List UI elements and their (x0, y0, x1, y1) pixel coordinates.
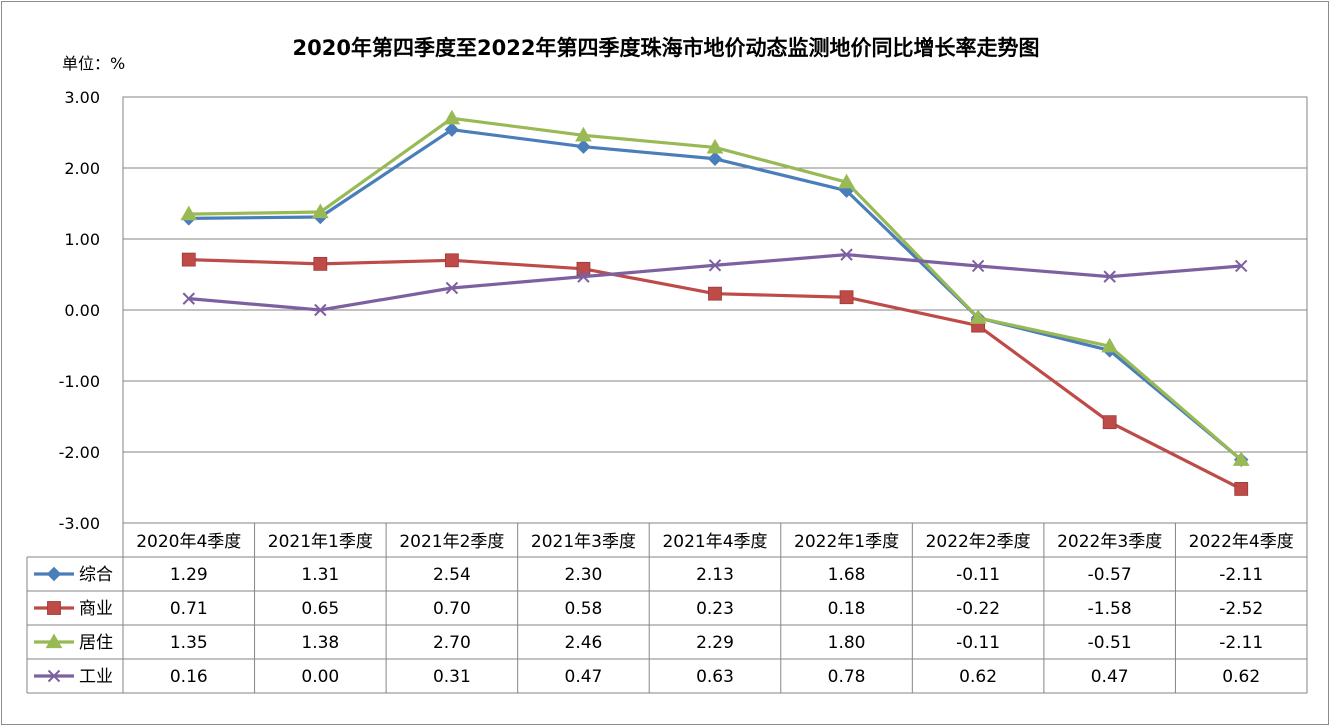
table-value: -0.22 (956, 599, 1000, 619)
data-point-居住 (969, 309, 987, 324)
table-value: 0.18 (828, 599, 866, 619)
table-value: 1.29 (170, 565, 208, 585)
data-point-居住 (1232, 451, 1250, 466)
table-value: 0.00 (301, 667, 339, 687)
table-value: 0.23 (696, 599, 734, 619)
data-point-商业 (1234, 482, 1249, 496)
table-value: 2.30 (565, 565, 603, 585)
data-point-商业 (313, 256, 328, 271)
table-value: 1.31 (301, 565, 339, 585)
table-value: -2.52 (1219, 599, 1263, 619)
x-category-label: 2021年4季度 (662, 532, 767, 552)
table-value: -0.11 (956, 633, 1000, 653)
table-value: 2.29 (696, 633, 734, 653)
y-tick-label: -1.00 (59, 372, 100, 391)
chart-title: 2020年第四季度至2022年第四季度珠海市地价动态监测地价同比增长率走势图 (292, 36, 1040, 60)
table-value: 0.31 (433, 667, 471, 687)
data-point-居住 (838, 173, 855, 189)
y-tick-label: -3.00 (59, 514, 100, 533)
table-value: 0.78 (828, 667, 866, 687)
legend-label-综合: 综合 (79, 565, 113, 585)
data-point-商业 (181, 252, 196, 267)
x-category-label: 2022年4季度 (1189, 532, 1294, 552)
table-value: 0.62 (959, 667, 997, 687)
y-tick-label: 3.00 (64, 88, 100, 107)
data-point-工业 (314, 303, 327, 317)
table-value: 2.13 (696, 565, 734, 585)
data-point-综合 (576, 139, 591, 154)
table-value: 1.38 (301, 633, 339, 653)
table-value: 0.47 (1091, 667, 1129, 687)
table-value: -0.51 (1088, 633, 1132, 653)
table-value: 1.35 (170, 633, 208, 653)
table-value: 0.70 (433, 599, 471, 619)
data-point-工业 (1103, 270, 1116, 283)
table-value: 2.54 (433, 565, 471, 585)
data-point-商业 (1102, 415, 1117, 430)
table-value: 0.65 (301, 599, 339, 619)
data-point-商业 (839, 290, 854, 305)
legend-label-商业: 商业 (79, 599, 113, 619)
data-point-居住 (706, 138, 724, 154)
data-point-居住 (1101, 337, 1119, 353)
data-point-工业 (182, 292, 195, 305)
data-point-工业 (971, 259, 985, 273)
y-tick-label: -2.00 (59, 443, 100, 462)
x-category-label: 2021年3季度 (531, 532, 636, 552)
legend-label-工业: 工业 (79, 667, 113, 687)
table-value: 0.16 (170, 667, 208, 687)
x-category-label: 2021年2季度 (399, 532, 504, 552)
table-value: 2.70 (433, 633, 471, 653)
table-value: 2.46 (565, 633, 603, 653)
data-point-综合 (444, 122, 460, 137)
data-point-居住 (443, 109, 461, 125)
x-category-label: 2022年1季度 (794, 532, 899, 552)
table-value: 0.71 (170, 599, 208, 619)
data-point-工业 (577, 270, 590, 283)
y-tick-label: 2.00 (64, 159, 100, 178)
data-point-商业 (444, 253, 459, 268)
unit-label: 单位：% (62, 54, 126, 73)
table-value: -0.57 (1088, 565, 1132, 585)
data-point-居住 (575, 126, 592, 142)
x-category-label: 2021年1季度 (268, 532, 373, 552)
table-value: -1.58 (1088, 599, 1132, 619)
legend-marker-工业 (47, 669, 61, 683)
table-value: 0.47 (565, 667, 603, 687)
x-category-label: 2020年4季度 (136, 532, 241, 552)
legend-marker-居住 (45, 633, 63, 649)
table-value: 1.80 (828, 633, 866, 653)
table-value: 1.68 (828, 565, 866, 585)
data-point-综合 (707, 151, 723, 166)
data-point-商业 (708, 286, 722, 301)
table-value: 0.58 (565, 599, 603, 619)
table-value: 0.62 (1222, 667, 1260, 687)
data-point-工业 (1235, 259, 1248, 273)
data-point-工业 (445, 281, 459, 295)
data-point-居住 (180, 205, 198, 221)
table-value: -2.11 (1219, 633, 1263, 653)
legend-marker-综合 (46, 566, 62, 582)
data-point-工业 (708, 259, 722, 272)
data-point-居住 (311, 203, 329, 219)
table-value: 0.63 (696, 667, 734, 687)
table-value: -0.11 (956, 565, 1000, 585)
data-point-工业 (840, 248, 853, 261)
y-tick-label: 1.00 (64, 230, 100, 249)
x-category-label: 2022年2季度 (926, 532, 1031, 552)
legend-label-居住: 居住 (79, 633, 113, 653)
table-value: -2.11 (1219, 565, 1263, 585)
legend-marker-商业 (47, 601, 61, 615)
y-tick-label: 0.00 (64, 301, 100, 320)
x-category-label: 2022年3季度 (1057, 532, 1162, 552)
